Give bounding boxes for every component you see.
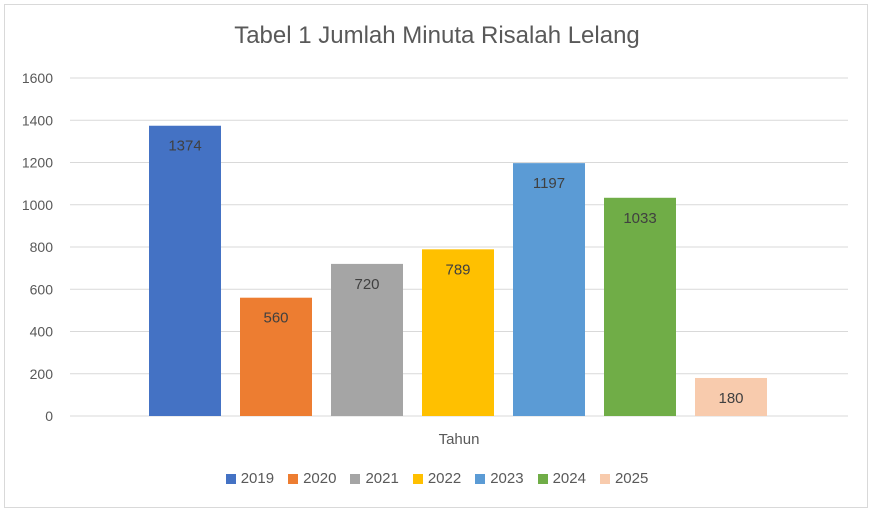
data-label-2024: 1033 [623, 210, 656, 227]
legend-label: 2023 [490, 470, 524, 487]
y-tick-label: 1400 [22, 112, 53, 128]
bar-2022 [422, 249, 494, 416]
legend-item-2020: 2020 [288, 470, 336, 487]
legend-item-2022: 2022 [412, 470, 462, 487]
bar-2020 [240, 297, 312, 416]
legend: 2019 2020 2021 2022 2023 2024 2025 [0, 470, 874, 487]
bar-2025 [695, 377, 767, 416]
data-label-2025: 180 [718, 390, 743, 407]
y-tick-label: 1000 [22, 197, 53, 213]
legend-label: 2025 [614, 470, 649, 487]
y-tick-label: 1200 [22, 155, 53, 171]
data-label-2023: 1197 [533, 175, 565, 192]
data-label-2019: 1374 [168, 138, 201, 155]
legend-item-2024: 2024 [537, 470, 586, 487]
y-tick-label: 800 [30, 239, 54, 255]
bar-2021 [331, 263, 403, 416]
legend-item-2021: 2021 [350, 470, 399, 487]
bar-2023 [513, 163, 585, 416]
legend-label: 2024 [552, 470, 586, 487]
legend-swatch [225, 473, 236, 484]
legend-label: 2021 [365, 470, 399, 487]
data-label-2020: 560 [263, 310, 288, 327]
legend-swatch [599, 473, 610, 484]
bar-2024 [604, 197, 676, 416]
y-tick-label: 1600 [22, 70, 53, 86]
legend-label: 2022 [427, 470, 462, 487]
legend-swatch [537, 473, 548, 484]
legend-item-2019: 2019 [225, 470, 275, 487]
legend-item-2023: 2023 [475, 470, 524, 487]
x-axis-label: Tahun [439, 431, 480, 448]
legend-label: 2020 [303, 470, 337, 487]
y-tick-label: 0 [45, 408, 53, 424]
y-tick-label: 600 [30, 281, 54, 297]
legend-item-2025: 2025 [599, 470, 649, 487]
y-tick-label: 200 [30, 366, 54, 382]
bar-2019 [149, 125, 221, 417]
legend-swatch [350, 473, 361, 484]
legend-swatch [475, 473, 486, 484]
legend-swatch [412, 473, 423, 484]
chart-title: Tabel 1 Jumlah Minuta Risalah Lelang [234, 22, 640, 49]
data-label-2021: 720 [354, 276, 379, 293]
legend-label: 2019 [240, 470, 275, 487]
legend-swatch [288, 473, 299, 484]
data-label-2022: 789 [445, 261, 470, 278]
y-tick-label: 400 [30, 324, 54, 340]
